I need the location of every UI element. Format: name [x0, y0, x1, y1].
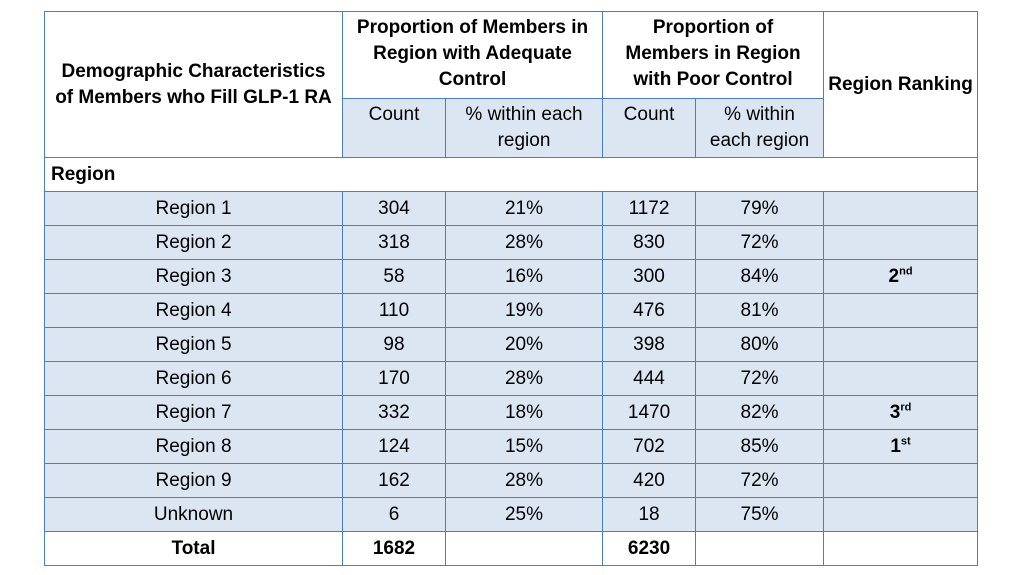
- adequate-pct-cell: 21%: [444, 191, 604, 226]
- region-name-cell: Region 2: [44, 225, 343, 260]
- total-adequate-pct: [444, 531, 604, 566]
- demographic-header: Demographic Characteristics of Members w…: [44, 11, 343, 158]
- adequate-count-cell: 318: [342, 225, 446, 260]
- table-row: Region 5 98 20% 398 80%: [44, 327, 979, 362]
- adequate-count-cell: 170: [342, 361, 446, 396]
- rank-number: 1: [890, 435, 901, 457]
- poor-count-cell: 300: [602, 259, 697, 294]
- table-row: Unknown 6 25% 18 75%: [44, 497, 979, 532]
- poor-pct-cell: 75%: [695, 497, 825, 532]
- poor-count-header: Count: [602, 98, 697, 158]
- region-name-cell: Region 3: [44, 259, 343, 294]
- section-label-region: Region: [43, 157, 979, 192]
- region-control-table: Demographic Characteristics of Members w…: [43, 11, 979, 566]
- region-ranking-header: Region Ranking: [823, 11, 979, 158]
- adequate-pct-cell: 20%: [444, 327, 604, 362]
- poor-count-cell: 830: [602, 225, 697, 260]
- region-name-cell: Region 1: [44, 191, 343, 226]
- table-row: Region 3 58 16% 300 84% 2nd: [44, 259, 979, 294]
- adequate-count-cell: 332: [342, 395, 446, 430]
- region-name-cell: Region 4: [44, 293, 343, 328]
- table-row: Region 4 110 19% 476 81%: [44, 293, 979, 328]
- table-row: Region 6 170 28% 444 72%: [44, 361, 979, 396]
- poor-count-cell: 1470: [602, 395, 697, 430]
- poor-pct-cell: 72%: [695, 463, 825, 498]
- rank-number: 3: [889, 401, 901, 423]
- region-rank-cell: [823, 293, 979, 328]
- adequate-pct-cell: 16%: [444, 259, 604, 294]
- adequate-pct-cell: 28%: [444, 225, 604, 260]
- poor-pct-cell: 82%: [695, 395, 825, 430]
- table-row: Region 9 162 28% 420 72%: [44, 463, 979, 498]
- region-name-cell: Region 5: [44, 327, 343, 362]
- poor-count-cell: 702: [602, 429, 697, 464]
- table-row: Region 8 124 15% 702 85% 1st: [44, 429, 979, 464]
- adequate-count-cell: 304: [342, 191, 446, 226]
- adequate-pct-cell: 18%: [444, 395, 604, 430]
- adequate-count-cell: 6: [342, 497, 446, 532]
- poor-pct-cell: 85%: [695, 429, 825, 464]
- region-name-cell: Region 9: [44, 463, 343, 498]
- adequate-count-cell: 124: [342, 429, 446, 464]
- poor-pct-cell: 72%: [695, 361, 825, 396]
- adequate-count-cell: 110: [342, 293, 446, 328]
- region-name-cell: Region 8: [44, 429, 343, 464]
- adequate-pct-cell: 15%: [444, 429, 604, 464]
- adequate-count-cell: 58: [342, 259, 446, 294]
- total-rank: [823, 531, 979, 566]
- region-name-cell: Region 6: [44, 361, 343, 396]
- poor-pct-header: % within each region: [695, 98, 825, 158]
- poor-count-cell: 476: [602, 293, 697, 328]
- poor-pct-cell: 79%: [695, 191, 825, 226]
- table-row: Region 7 332 18% 1470 82% 3rd: [44, 395, 979, 430]
- region-rank-cell: [823, 497, 979, 532]
- poor-control-header: Proportion of Members in Region with Poo…: [602, 11, 825, 99]
- adequate-count-header: Count: [342, 98, 446, 158]
- rank-suffix: nd: [899, 265, 913, 278]
- rank-number: 2: [888, 265, 900, 287]
- poor-count-cell: 420: [602, 463, 697, 498]
- poor-pct-cell: 72%: [695, 225, 825, 260]
- adequate-count-cell: 162: [342, 463, 446, 498]
- adequate-pct-cell: 28%: [444, 463, 604, 498]
- total-poor-count: 6230: [602, 531, 697, 566]
- poor-pct-cell: 81%: [695, 293, 825, 328]
- poor-count-cell: 444: [602, 361, 697, 396]
- region-rank-cell: [823, 327, 979, 362]
- region-rank-cell: 2nd: [823, 259, 979, 294]
- adequate-pct-cell: 28%: [444, 361, 604, 396]
- total-adequate-count: 1682: [342, 531, 446, 566]
- poor-count-cell: 398: [602, 327, 697, 362]
- adequate-pct-cell: 25%: [444, 497, 604, 532]
- region-rank-cell: 3rd: [823, 395, 979, 430]
- adequate-control-header: Proportion of Members in Region with Ade…: [341, 11, 604, 99]
- adequate-pct-header: % within each region: [444, 98, 604, 158]
- poor-pct-cell: 80%: [695, 327, 825, 362]
- region-rank-cell: [823, 361, 979, 396]
- total-poor-pct: [695, 531, 825, 566]
- region-name-cell: Unknown: [44, 497, 343, 532]
- region-rank-cell: [823, 225, 979, 260]
- region-rank-cell: [823, 191, 979, 226]
- adequate-pct-cell: 19%: [444, 293, 604, 328]
- rank-suffix: rd: [900, 401, 912, 414]
- adequate-count-cell: 98: [342, 327, 446, 362]
- region-rank-cell: 1st: [823, 429, 979, 464]
- total-label: Total: [44, 531, 343, 566]
- table-row: Region 2 318 28% 830 72%: [44, 225, 979, 260]
- region-name-cell: Region 7: [44, 395, 343, 430]
- table-row: Region 1 304 21% 1172 79%: [44, 191, 979, 226]
- region-rank-cell: [823, 463, 979, 498]
- poor-count-cell: 1172: [602, 191, 697, 226]
- poor-count-cell: 18: [602, 497, 697, 532]
- poor-pct-cell: 84%: [695, 259, 825, 294]
- rank-suffix: st: [900, 435, 911, 448]
